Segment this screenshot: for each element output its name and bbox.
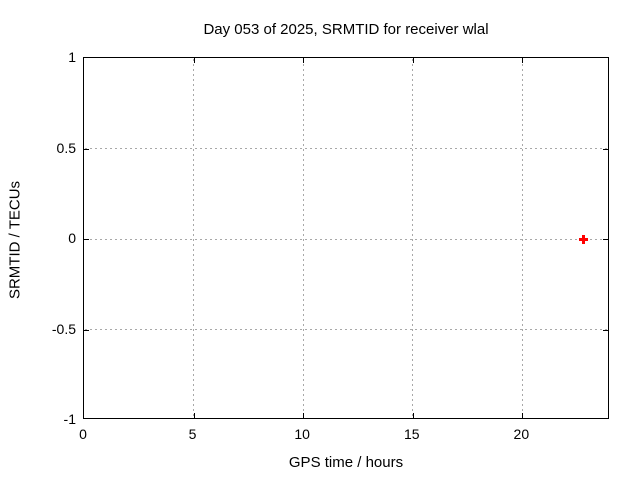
x-tick-label: 10 bbox=[294, 426, 310, 442]
marker-vertical-bar bbox=[582, 234, 586, 244]
y-tick-label: 0.5 bbox=[56, 139, 76, 156]
y-gridline bbox=[85, 329, 607, 330]
y-tick-mark bbox=[603, 329, 608, 331]
x-gridline bbox=[193, 59, 195, 417]
x-tick-label: 20 bbox=[513, 426, 530, 442]
y-tick-mark bbox=[84, 239, 89, 240]
x-gridline bbox=[302, 59, 304, 417]
x-tick-mark bbox=[522, 58, 524, 63]
y-axis-label: SRMTID / TECUs bbox=[6, 180, 24, 300]
x-tick-mark bbox=[412, 58, 414, 63]
x-gridline bbox=[412, 59, 414, 417]
y-tick-label: 1 bbox=[68, 49, 76, 65]
x-tick-mark bbox=[193, 58, 195, 63]
y-tick-mark bbox=[603, 148, 608, 150]
plot-area bbox=[83, 57, 609, 419]
x-tick-mark bbox=[303, 58, 305, 63]
x-tick-mark bbox=[522, 413, 524, 418]
y-tick-mark bbox=[84, 329, 89, 331]
x-tick-mark bbox=[303, 413, 305, 418]
x-gridline bbox=[521, 59, 523, 417]
y-tick-mark bbox=[84, 148, 89, 150]
y-tick-label: -1 bbox=[63, 411, 76, 427]
y-gridline bbox=[85, 238, 607, 240]
x-tick-mark bbox=[412, 413, 414, 418]
x-tick-mark bbox=[193, 413, 195, 418]
chart-title: Day 053 of 2025, SRMTID for receiver wla… bbox=[203, 21, 489, 38]
y-tick-label: -0.5 bbox=[51, 320, 76, 337]
x-tick-label: 0 bbox=[79, 426, 87, 442]
y-tick-label: 0 bbox=[68, 230, 76, 246]
y-tick-mark bbox=[603, 239, 608, 240]
x-tick-label: 15 bbox=[403, 426, 420, 442]
y-gridline bbox=[85, 148, 607, 149]
x-axis-label: GPS time / hours bbox=[288, 454, 404, 471]
data-point-marker bbox=[579, 234, 589, 244]
x-tick-label: 5 bbox=[188, 426, 197, 442]
